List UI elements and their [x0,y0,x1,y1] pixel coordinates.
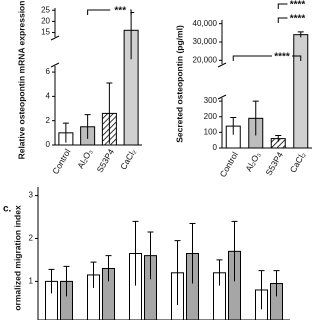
axis-break [50,35,60,68]
y-tick-label: 6 [46,67,51,76]
significance-bracket [232,55,302,61]
y-tick-label: 3 [29,191,34,200]
error-bar [62,122,69,143]
y-tick-label: 15 [41,28,50,37]
x-tick-label: S53P4 [264,150,286,177]
y-tick-label: 20 [41,16,50,25]
y-tick-label: 30,000 [193,37,218,46]
error-bar [63,265,70,297]
error-bar [252,100,259,136]
error-bar [84,114,91,139]
error-bar [275,135,282,142]
y-axis-label: ormalized migration index [12,205,22,311]
y-tick-label: 20,000 [193,55,218,64]
x-tick-label: Control [218,150,240,179]
y-tick-label: 25 [41,5,50,14]
error-bar [106,82,113,144]
error-bar [48,268,55,294]
x-tick-label: CaCl₂ [288,150,308,174]
significance-label: **** [290,14,306,25]
error-bar [231,220,238,282]
error-bar [216,259,223,286]
panel-label: c. [3,204,12,215]
significance-bracket [87,9,132,15]
error-bar [105,255,112,282]
y-tick-label: 0 [213,143,218,152]
x-tick-label: Control [50,147,72,176]
error-bar [132,220,139,286]
error-bar [230,117,237,135]
y-tick-label: 0 [46,140,51,149]
error-bar [297,31,304,38]
x-tick-label: Al₂O₃ [75,147,94,170]
y-tick-label: 300 [204,96,218,105]
annotation-box [287,0,308,9]
y-tick-label: 100 [204,127,218,136]
axis-break [217,62,227,100]
y-tick-label: 40,000 [193,19,218,28]
y-tick-label: 4 [46,91,51,100]
y-tick-label: 2 [29,234,34,243]
x-tick-label: S53P4 [95,147,117,174]
y-axis-label: Secreted osteopontin (pg/ml) [174,25,184,143]
error-bar [258,270,265,310]
x-tick-label: CaCl₂ [118,147,138,171]
annotation-box [110,5,131,15]
y-tick-label: 2 [46,116,51,125]
x-tick-label: Al₂O₃ [243,150,262,173]
significance-label: *** [114,6,126,17]
error-bar [90,261,97,288]
significance-label: **** [274,52,290,63]
annotation-box [272,51,292,61]
error-bar [189,222,196,284]
significance-label: **** [290,0,306,11]
y-axis-label: Relative osteopontin mRNA expression [16,1,26,160]
bar [293,34,309,149]
annotation-box [287,13,308,23]
error-bar [147,231,154,280]
error-bar [174,240,181,305]
y-tick-label: 200 [204,112,218,121]
y-tick-label: 1 [29,276,34,285]
error-bar [273,270,280,297]
